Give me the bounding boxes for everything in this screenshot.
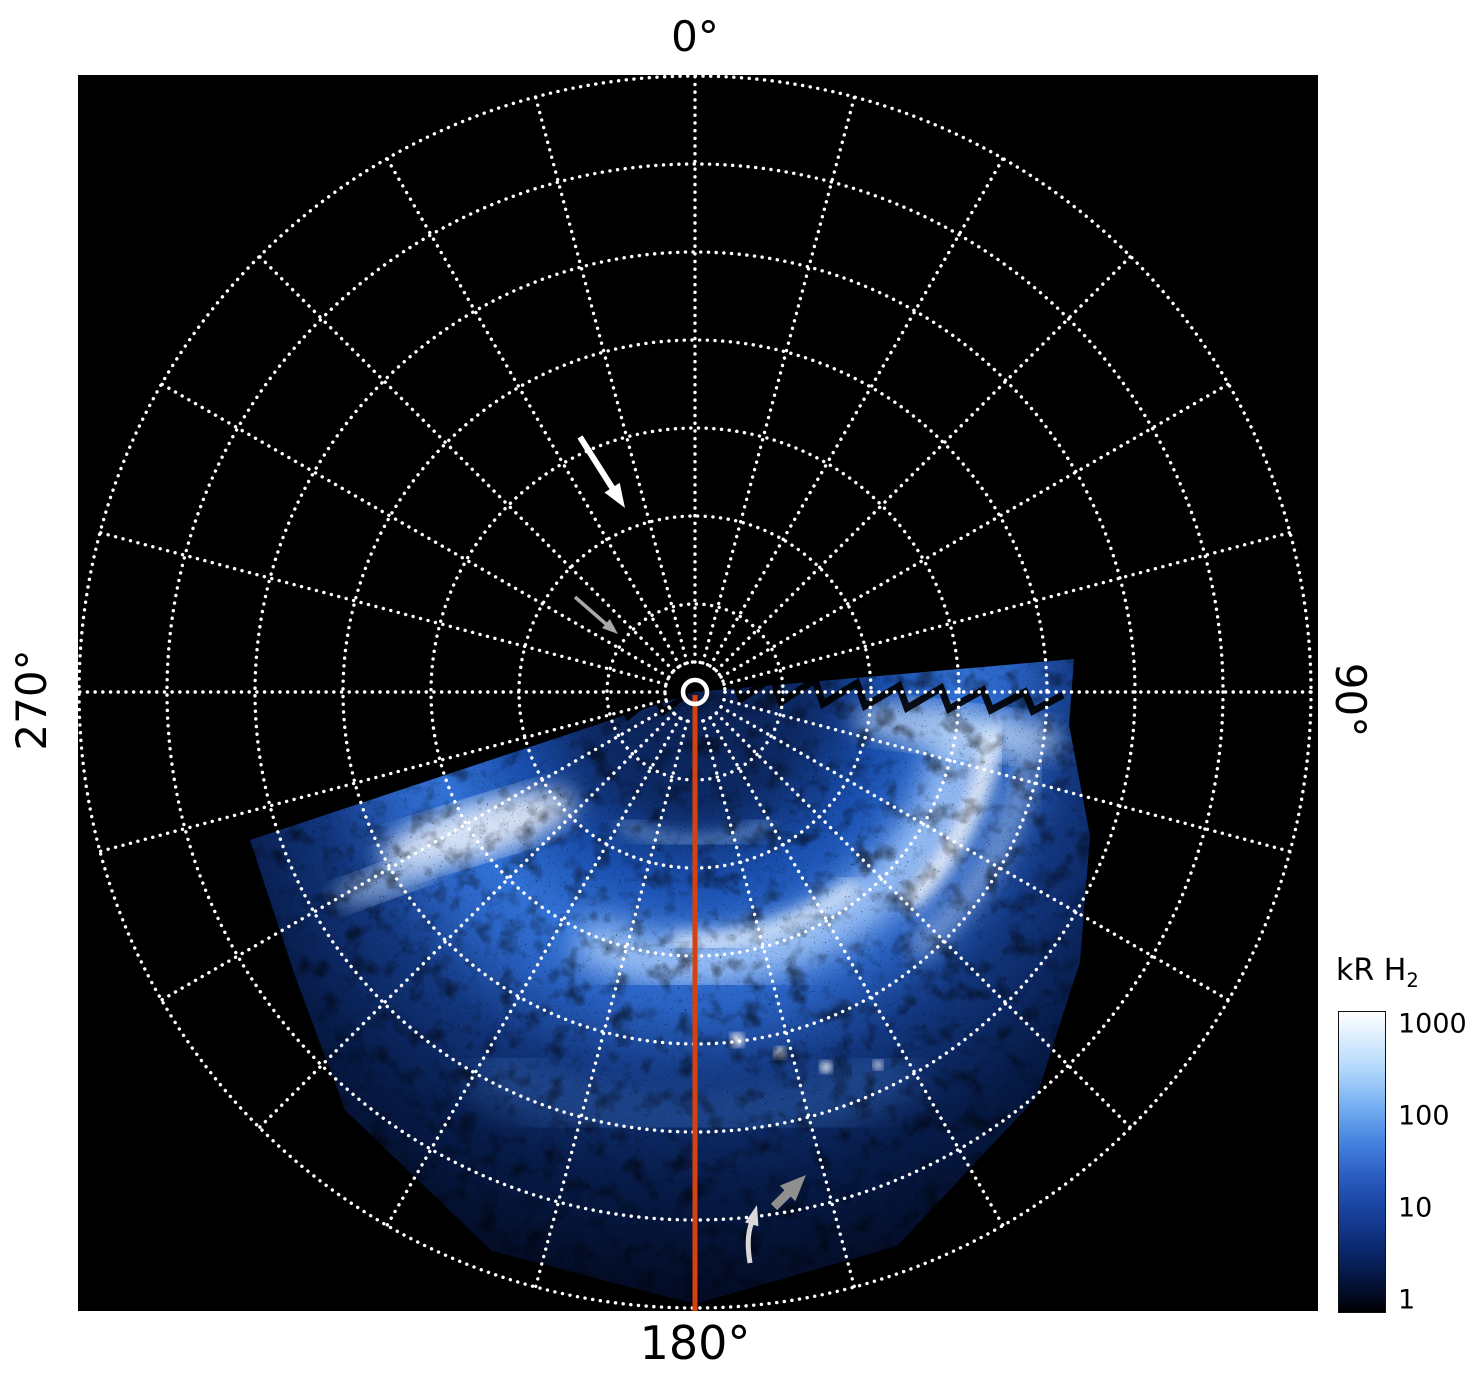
gray-arrowhead <box>770 1175 806 1211</box>
grid-meridian <box>714 711 1133 1130</box>
grid-meridian <box>708 716 1005 1228</box>
colorbar-tick-10: 10 <box>1398 1192 1433 1224</box>
colorbar: kR H2 1000 100 10 1 <box>1336 953 1481 1316</box>
grid-ring <box>165 162 1225 1222</box>
grid-meridian <box>701 95 857 665</box>
grid-meridian <box>714 254 1133 673</box>
angle-label-0: 0° <box>671 12 719 61</box>
colorbar-tick-1000: 1000 <box>1398 1008 1467 1040</box>
grid-meridian <box>719 382 1231 679</box>
grid-meridian <box>159 382 671 679</box>
grid-meridian <box>98 530 668 686</box>
swath-jagged-edge <box>556 667 1065 731</box>
small-gray-arrow <box>573 595 618 634</box>
grid-meridian <box>722 530 1292 686</box>
grid-ring <box>253 250 1137 1134</box>
grid-meridian <box>98 698 668 854</box>
polar-plot <box>78 75 1318 1311</box>
grid-meridian <box>533 719 689 1289</box>
small-light-arrow <box>745 1205 759 1264</box>
pole-center-marker <box>680 677 710 707</box>
angle-label-180: 180° <box>639 1316 751 1370</box>
grid-meridian <box>159 705 671 1002</box>
grid-meridian <box>385 156 682 668</box>
grid-meridian <box>722 698 1292 854</box>
large-white-arrow <box>577 435 625 508</box>
colorbar-title: kR H2 <box>1336 953 1419 992</box>
grid-meridian <box>257 711 676 1130</box>
colorbar-tick-1: 1 <box>1398 1284 1416 1316</box>
angle-label-270: 270° <box>7 649 56 751</box>
grid-meridian <box>708 156 1005 668</box>
grid-meridian <box>533 95 689 665</box>
grid-meridian <box>719 705 1231 1002</box>
annotation-arrows <box>573 435 806 1264</box>
angle-label-90: 90° <box>1326 662 1375 738</box>
grid-meridian <box>257 254 676 673</box>
grid-meridian <box>701 719 857 1289</box>
colorbar-gradient <box>1338 1011 1386 1314</box>
colorbar-body: 1000 100 10 1 <box>1336 1008 1481 1316</box>
colorbar-tick-100: 100 <box>1398 1100 1450 1132</box>
grid-meridian <box>385 716 682 1228</box>
